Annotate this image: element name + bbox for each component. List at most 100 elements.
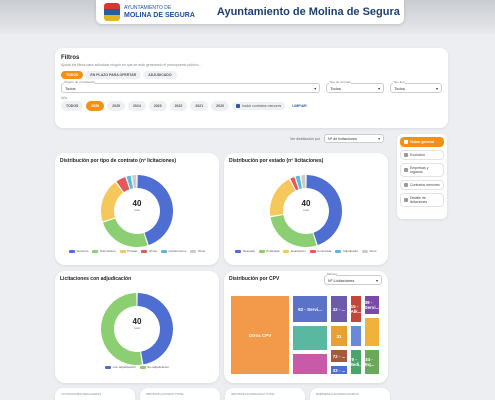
distribution-sort-select[interactable]: Nº de licitaciones ▾	[323, 134, 384, 143]
legend-swatch	[309, 249, 316, 253]
legend-swatch	[119, 249, 126, 253]
chevron-down-icon: ▾	[435, 85, 438, 91]
legend-item[interactable]: Otros	[190, 249, 205, 253]
donut-slice[interactable]	[137, 175, 173, 246]
legend-item[interactable]: Publicada	[258, 249, 280, 253]
distribution-sort: Ver distribución por Nº de licitaciones …	[290, 134, 384, 143]
legend-item[interactable]: Adjudicada	[335, 249, 358, 253]
include-minor-contracts-checkbox[interactable]: Incluir contratos menores	[231, 102, 286, 110]
kpi-empresas: EMPRESAS ADJUDICATARIAS	[310, 388, 390, 400]
donut-slice[interactable]	[301, 175, 306, 189]
donut-slice[interactable]	[116, 176, 130, 193]
legend-swatch	[361, 249, 368, 253]
donut-slice[interactable]	[101, 182, 124, 222]
legend-label: Servicios	[76, 249, 89, 253]
chart-title: Distribución por tipo de contrato (nº li…	[60, 158, 176, 164]
grid-icon	[404, 140, 408, 144]
kpi-importe-adjudicado: IMPORTE ADJUDICADO TOTAL	[225, 388, 305, 400]
treemap-cell[interactable]: 39 - Servi...	[364, 295, 380, 315]
legend-item[interactable]: Anunciada	[309, 249, 331, 253]
treemap-cell[interactable]: 92 - Servi...	[292, 295, 328, 323]
legend-label: Gestión/otros	[168, 249, 187, 253]
treemap-cell[interactable]: 33 - ...	[330, 365, 348, 375]
year-pills: TODOS 2026 2025 2024 2023 2022 2021 2020…	[61, 101, 442, 111]
donut-slice[interactable]	[290, 176, 299, 191]
year-2020[interactable]: 2020	[211, 101, 229, 111]
donut-slice[interactable]	[126, 175, 133, 189]
filters-subtitle: Ajusta los filtros para actualizar ningú…	[61, 63, 202, 67]
nav-contratos-menores[interactable]: Contratos menores	[400, 180, 444, 190]
legend-label: Con adjudicación	[112, 365, 136, 369]
donut-estado: 40 total	[268, 173, 344, 249]
donut-slice[interactable]	[295, 175, 302, 189]
organo-select-label: Órgano de contratación	[64, 80, 96, 84]
donut-slice[interactable]	[100, 293, 142, 365]
tab-en-plazo[interactable]: EN PLAZO PARA OFERTAR	[85, 71, 142, 79]
tab-todos[interactable]: TODOS	[61, 71, 84, 79]
nav-vision-general[interactable]: Visión general	[400, 137, 444, 147]
year-2025[interactable]: 2025	[107, 101, 125, 111]
treemap-cell[interactable]: 34 - Eq...	[364, 349, 380, 375]
legend-item[interactable]: Suministros	[92, 249, 116, 253]
nav-empresas[interactable]: Empresas y órganos	[400, 163, 444, 177]
treemap-cell[interactable]	[364, 317, 380, 347]
tipo-select[interactable]: Tipo tipo Todos ▾	[390, 80, 442, 93]
status-tabs: TODOS EN PLAZO PARA OFERTAR ADJUDICADO	[61, 71, 442, 79]
legend-item[interactable]: Otros	[361, 249, 377, 253]
tipo-contrato-select[interactable]: Tipo de contrato Todos ▾	[326, 80, 385, 93]
legend-item[interactable]: Servicios	[68, 249, 89, 253]
legend-label: Publicada	[266, 249, 280, 253]
legend-item[interactable]: Gestión/otros	[161, 249, 186, 253]
year-2026[interactable]: 2026	[86, 101, 105, 111]
nav-evolucion[interactable]: Evolución	[400, 150, 444, 160]
treemap-cell[interactable]	[350, 325, 362, 347]
treemap-cell[interactable]	[292, 353, 328, 375]
legend-swatch	[283, 249, 290, 253]
donut-slice[interactable]	[137, 293, 174, 365]
cpv-metric-select[interactable]: Métrica Nº Licitaciones ▾	[324, 272, 382, 285]
donut-slice[interactable]	[132, 175, 137, 189]
donut-svg	[101, 175, 173, 247]
year-todos[interactable]: TODOS	[61, 101, 84, 111]
chart-card-adjudicacion: Licitaciones con adjudicación 40 total C…	[55, 271, 219, 383]
legend-swatch	[161, 249, 167, 253]
chevron-down-icon: ▾	[375, 277, 378, 283]
treemap-cell[interactable]	[292, 325, 328, 351]
legend-item[interactable]: Evaluación	[283, 249, 306, 253]
year-2021[interactable]: 2021	[190, 101, 209, 111]
legend-label: Obras	[148, 249, 157, 253]
year-2024[interactable]: 2024	[127, 101, 146, 111]
year-2022[interactable]: 2022	[169, 101, 188, 111]
nav-detalle[interactable]: Detalle de licitaciones	[400, 193, 444, 207]
donut-slice[interactable]	[270, 179, 296, 216]
legend-item[interactable]: Resuelta	[235, 249, 255, 253]
treemap-cell[interactable]: 72 - ...	[330, 349, 348, 363]
clear-filters-button[interactable]: LIMPIAR	[292, 104, 307, 108]
legend-item[interactable]: Sin adjudicación	[139, 365, 169, 369]
tab-adjudicado[interactable]: ADJUDICADO	[143, 71, 177, 79]
treemap-cell[interactable]: 79 - Medi...	[350, 349, 362, 375]
kpi-label: IMPORTE ADJUDICADO TOTAL	[231, 392, 275, 396]
year-2023[interactable]: 2023	[148, 101, 167, 111]
legend-item[interactable]: Privado	[119, 249, 137, 253]
treemap-cell[interactable]: Otros CPV	[230, 295, 290, 375]
legend-item[interactable]: Obras	[141, 249, 157, 253]
treemap-cell[interactable]: 31	[330, 325, 348, 347]
nav-label: Evolución	[410, 153, 426, 157]
organo-select[interactable]: Órgano de contratación Todos ▾	[61, 80, 321, 93]
donut-slice[interactable]	[306, 175, 342, 246]
municipality-logo[interactable]: AYUNTAMIENTO DE MOLINA DE SEGURA	[104, 3, 195, 21]
kpi-label: LICITACIONES REALIZADAS	[61, 392, 102, 396]
donut-slice[interactable]	[102, 218, 148, 247]
treemap-cell[interactable]: 15 - Alk...	[350, 295, 362, 323]
filter-selects: Órgano de contratación Todos ▾ Tipo de co…	[61, 80, 442, 93]
donut-tipo-contrato: 40 total	[99, 173, 175, 249]
donut-slice[interactable]	[270, 215, 317, 247]
nav-label: Contratos menores	[410, 183, 440, 187]
filters-panel: Filtros Ajusta los filtros para actualiz…	[55, 48, 448, 128]
donut-total: 40	[132, 199, 142, 208]
chart-title: Distribución por CPV	[229, 276, 280, 282]
legend-item[interactable]: Con adjudicación	[105, 365, 136, 369]
treemap-cell[interactable]: 32 - ...	[330, 295, 348, 323]
chart-title: Distribución por estado (nº licitaciones…	[229, 158, 324, 164]
